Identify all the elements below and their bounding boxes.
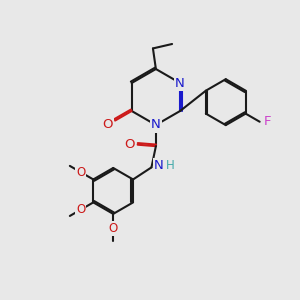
Text: H: H bbox=[166, 159, 175, 172]
Text: N: N bbox=[175, 76, 185, 89]
Text: O: O bbox=[103, 118, 113, 131]
Text: O: O bbox=[76, 203, 85, 216]
Text: N: N bbox=[154, 159, 164, 172]
Text: F: F bbox=[264, 115, 271, 128]
Text: O: O bbox=[109, 222, 118, 235]
Text: O: O bbox=[124, 138, 135, 151]
Text: N: N bbox=[151, 118, 161, 131]
Text: O: O bbox=[76, 166, 85, 178]
